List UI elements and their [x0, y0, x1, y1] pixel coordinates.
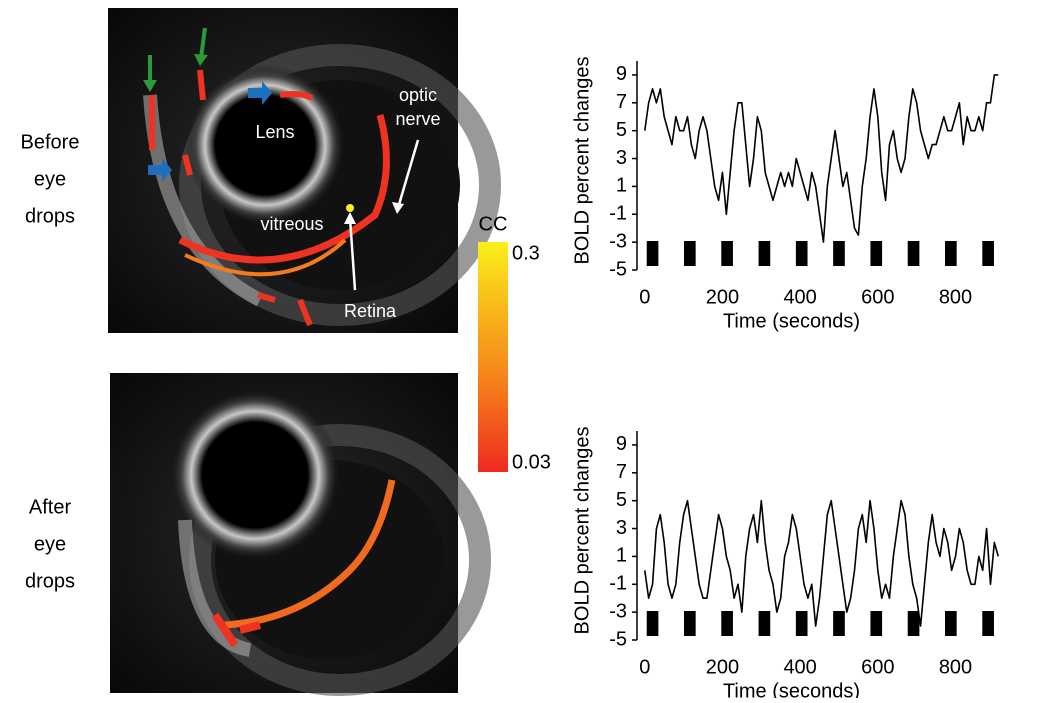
stimulus-block	[907, 611, 920, 636]
x-tick-label: 400	[783, 286, 816, 308]
x-tick-label: 600	[861, 286, 894, 308]
y-tick-label: 1	[616, 175, 627, 197]
stimulus-block	[982, 241, 994, 266]
y-tick-label: 9	[616, 63, 627, 85]
y-tick-label: -5	[609, 258, 627, 280]
y-axis-label: BOLD percent changes	[571, 57, 593, 265]
row-label: eye	[34, 533, 66, 555]
stimulus-block	[870, 241, 883, 266]
x-axis-label: Time (seconds)	[723, 310, 860, 332]
y-tick-label: 7	[616, 91, 627, 113]
data-line	[643, 499, 1000, 627]
y-tick-label: -3	[609, 600, 627, 622]
image-label: Retina	[344, 301, 397, 321]
y-tick-label: 5	[616, 119, 627, 141]
stimulus-block	[945, 611, 957, 636]
y-tick-label: 1	[616, 545, 627, 567]
y-tick-label: 3	[616, 147, 627, 169]
stimulus-block	[758, 611, 771, 636]
image-label: Lens	[255, 122, 294, 142]
colorbar	[478, 242, 508, 472]
image-label: vitreous	[260, 214, 323, 234]
line-chart: -5 -3 -1 1 3 5 7 9 0 200 400 600 800 BOLD percent cha…	[571, 57, 999, 332]
mri-after	[110, 373, 491, 696]
y-tick-label: 7	[616, 461, 627, 483]
x-tick-label: 400	[783, 656, 816, 678]
stimulus-block	[833, 241, 845, 266]
stimulus-block	[721, 241, 733, 266]
row-label: Before	[21, 131, 80, 153]
y-tick-label: 5	[616, 489, 627, 511]
stimulus-block	[870, 611, 883, 636]
x-tick-label: 0	[639, 286, 650, 308]
image-label: nerve	[395, 109, 440, 129]
stimulus-block	[945, 241, 957, 266]
colorbar-label: 0.3	[512, 242, 540, 264]
colorbar-title: CC	[479, 213, 508, 235]
stimulus-block	[795, 611, 808, 636]
y-tick-label: -1	[609, 573, 627, 595]
x-tick-label: 800	[939, 656, 972, 678]
y-tick-label: -3	[609, 230, 627, 252]
stimulus-block	[833, 611, 845, 636]
mri-before: optic nerve Lens vitreous Retina	[108, 8, 501, 333]
row-label: After	[29, 496, 72, 518]
y-tick-label: -1	[609, 203, 627, 225]
y-axis-label: BOLD percent changes	[571, 427, 593, 635]
stimulus-block	[721, 611, 733, 636]
y-tick-label: 9	[616, 433, 627, 455]
colorbar-label: 0.03	[512, 451, 551, 473]
x-axis-label: Time (seconds)	[723, 680, 860, 698]
x-tick-label: 0	[639, 656, 650, 678]
data-line	[643, 74, 999, 243]
stimulus-block	[683, 241, 696, 266]
y-tick-label: -5	[609, 628, 627, 650]
stimulus-block	[758, 241, 771, 266]
line-chart: -5 -3 -1 1 3 5 7 9 0 200 400 600 800 BOLD percent cha…	[571, 427, 1000, 702]
stimulus-block	[982, 611, 994, 636]
image-label: optic	[399, 85, 437, 105]
x-tick-label: 200	[706, 286, 739, 308]
x-tick-label: 800	[939, 286, 972, 308]
row-label: drops	[25, 570, 75, 592]
row-label: drops	[25, 205, 75, 227]
stimulus-block	[907, 241, 920, 266]
row-label: eye	[34, 168, 66, 190]
y-tick-label: 3	[616, 517, 627, 539]
x-tick-label: 200	[706, 656, 739, 678]
stimulus-block	[795, 241, 808, 266]
stimulus-block	[683, 611, 696, 636]
stimulus-block	[646, 611, 659, 636]
x-tick-label: 600	[861, 656, 894, 678]
stimulus-block	[646, 241, 659, 266]
